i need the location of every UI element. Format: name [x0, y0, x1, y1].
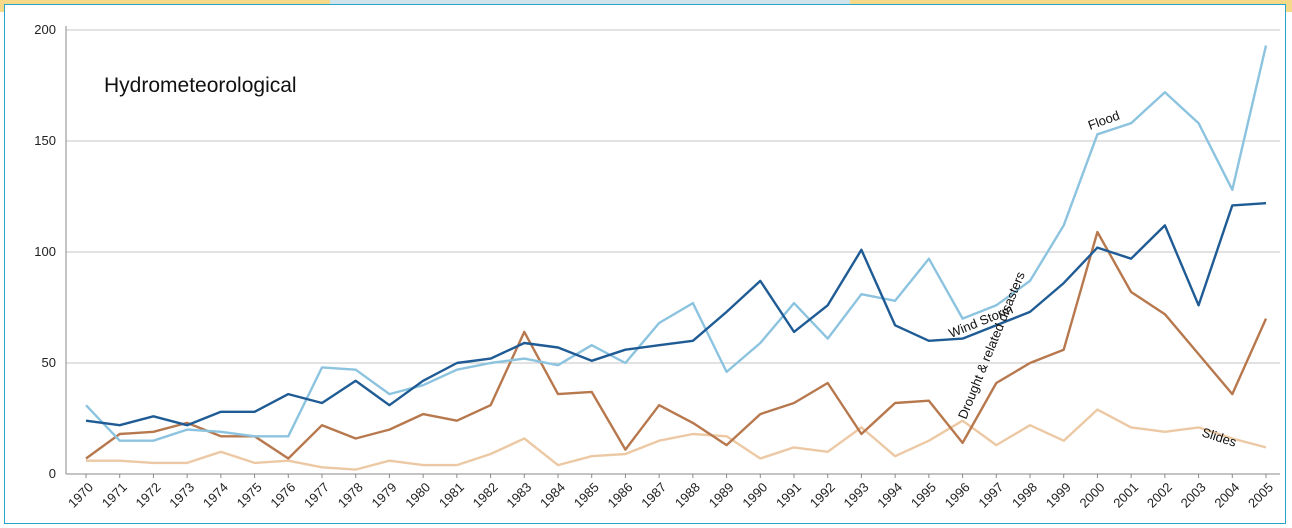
chart-frame	[4, 4, 1286, 524]
x-tick-label: 1990	[739, 480, 770, 511]
y-tick-label: 100	[34, 244, 56, 259]
series-label-slides: Slides	[1200, 425, 1239, 450]
x-tick-label: 1987	[638, 480, 669, 511]
series-label-drought: Drought & related disasters	[955, 269, 1028, 421]
x-tick-label: 1975	[234, 480, 265, 511]
x-tick-label: 1982	[470, 480, 501, 511]
x-tick-label: 1991	[773, 480, 804, 511]
series-line-wind-storm	[85, 202, 1267, 427]
grid-lines	[65, 26, 1280, 475]
x-tick-label: 2004	[1211, 480, 1242, 511]
y-tick-label: 150	[34, 133, 56, 148]
x-tick-label: 2002	[1144, 480, 1175, 511]
x-tick-label: 1995	[908, 480, 939, 511]
x-tick-label: 1988	[672, 480, 703, 511]
x-tick-label: 2001	[1110, 480, 1141, 511]
x-tick-label: 1998	[1009, 480, 1040, 511]
x-tick-label: 1992	[807, 480, 838, 511]
series-line-flood	[85, 45, 1268, 442]
x-tick-label: 1981	[436, 480, 467, 511]
x-axis: 1970 1971 1972 1973 1974 1975 1976 1977 1978 1979…	[65, 474, 1276, 511]
x-tick-label: 1996	[942, 480, 973, 511]
x-tick-label: 1997	[975, 480, 1006, 511]
x-tick-label: 1979	[368, 480, 399, 511]
series-line-slides	[86, 408, 1267, 471]
series-line-drought-related-disasters	[85, 230, 1268, 460]
x-tick-label: 1980	[402, 480, 433, 511]
y-tick-label: 0	[49, 466, 56, 481]
chart-title: Hydrometeorological	[104, 74, 297, 97]
x-tick-label: 1984	[537, 480, 568, 511]
x-tick-label: 1985	[571, 480, 602, 511]
x-tick-label: 1974	[200, 480, 231, 511]
x-tick-label: 1989	[706, 480, 737, 511]
y-tick-label: 50	[42, 355, 56, 370]
x-tick-label: 2000	[1076, 480, 1107, 511]
x-tick-label: 1970	[65, 480, 96, 511]
x-tick-label: 1971	[99, 480, 130, 511]
x-tick-label: 1973	[166, 480, 197, 511]
x-tick-label: 2003	[1178, 480, 1209, 511]
x-tick-label: 1993	[840, 480, 871, 511]
x-tick-label: 1976	[267, 480, 298, 511]
series-lines	[85, 45, 1268, 471]
x-tick-label: 1999	[1043, 480, 1074, 511]
x-tick-label: 1983	[503, 480, 534, 511]
x-tick-label: 1977	[301, 480, 332, 511]
y-axis: 0 50 100 150 200	[34, 22, 56, 481]
x-tick-label: 1978	[335, 480, 366, 511]
x-tick-label: 1972	[132, 480, 163, 511]
x-tick-label: 1994	[874, 480, 905, 511]
y-tick-label: 200	[34, 22, 56, 37]
x-tick-label: 2005	[1245, 480, 1276, 511]
x-tick-label: 1986	[604, 480, 635, 511]
